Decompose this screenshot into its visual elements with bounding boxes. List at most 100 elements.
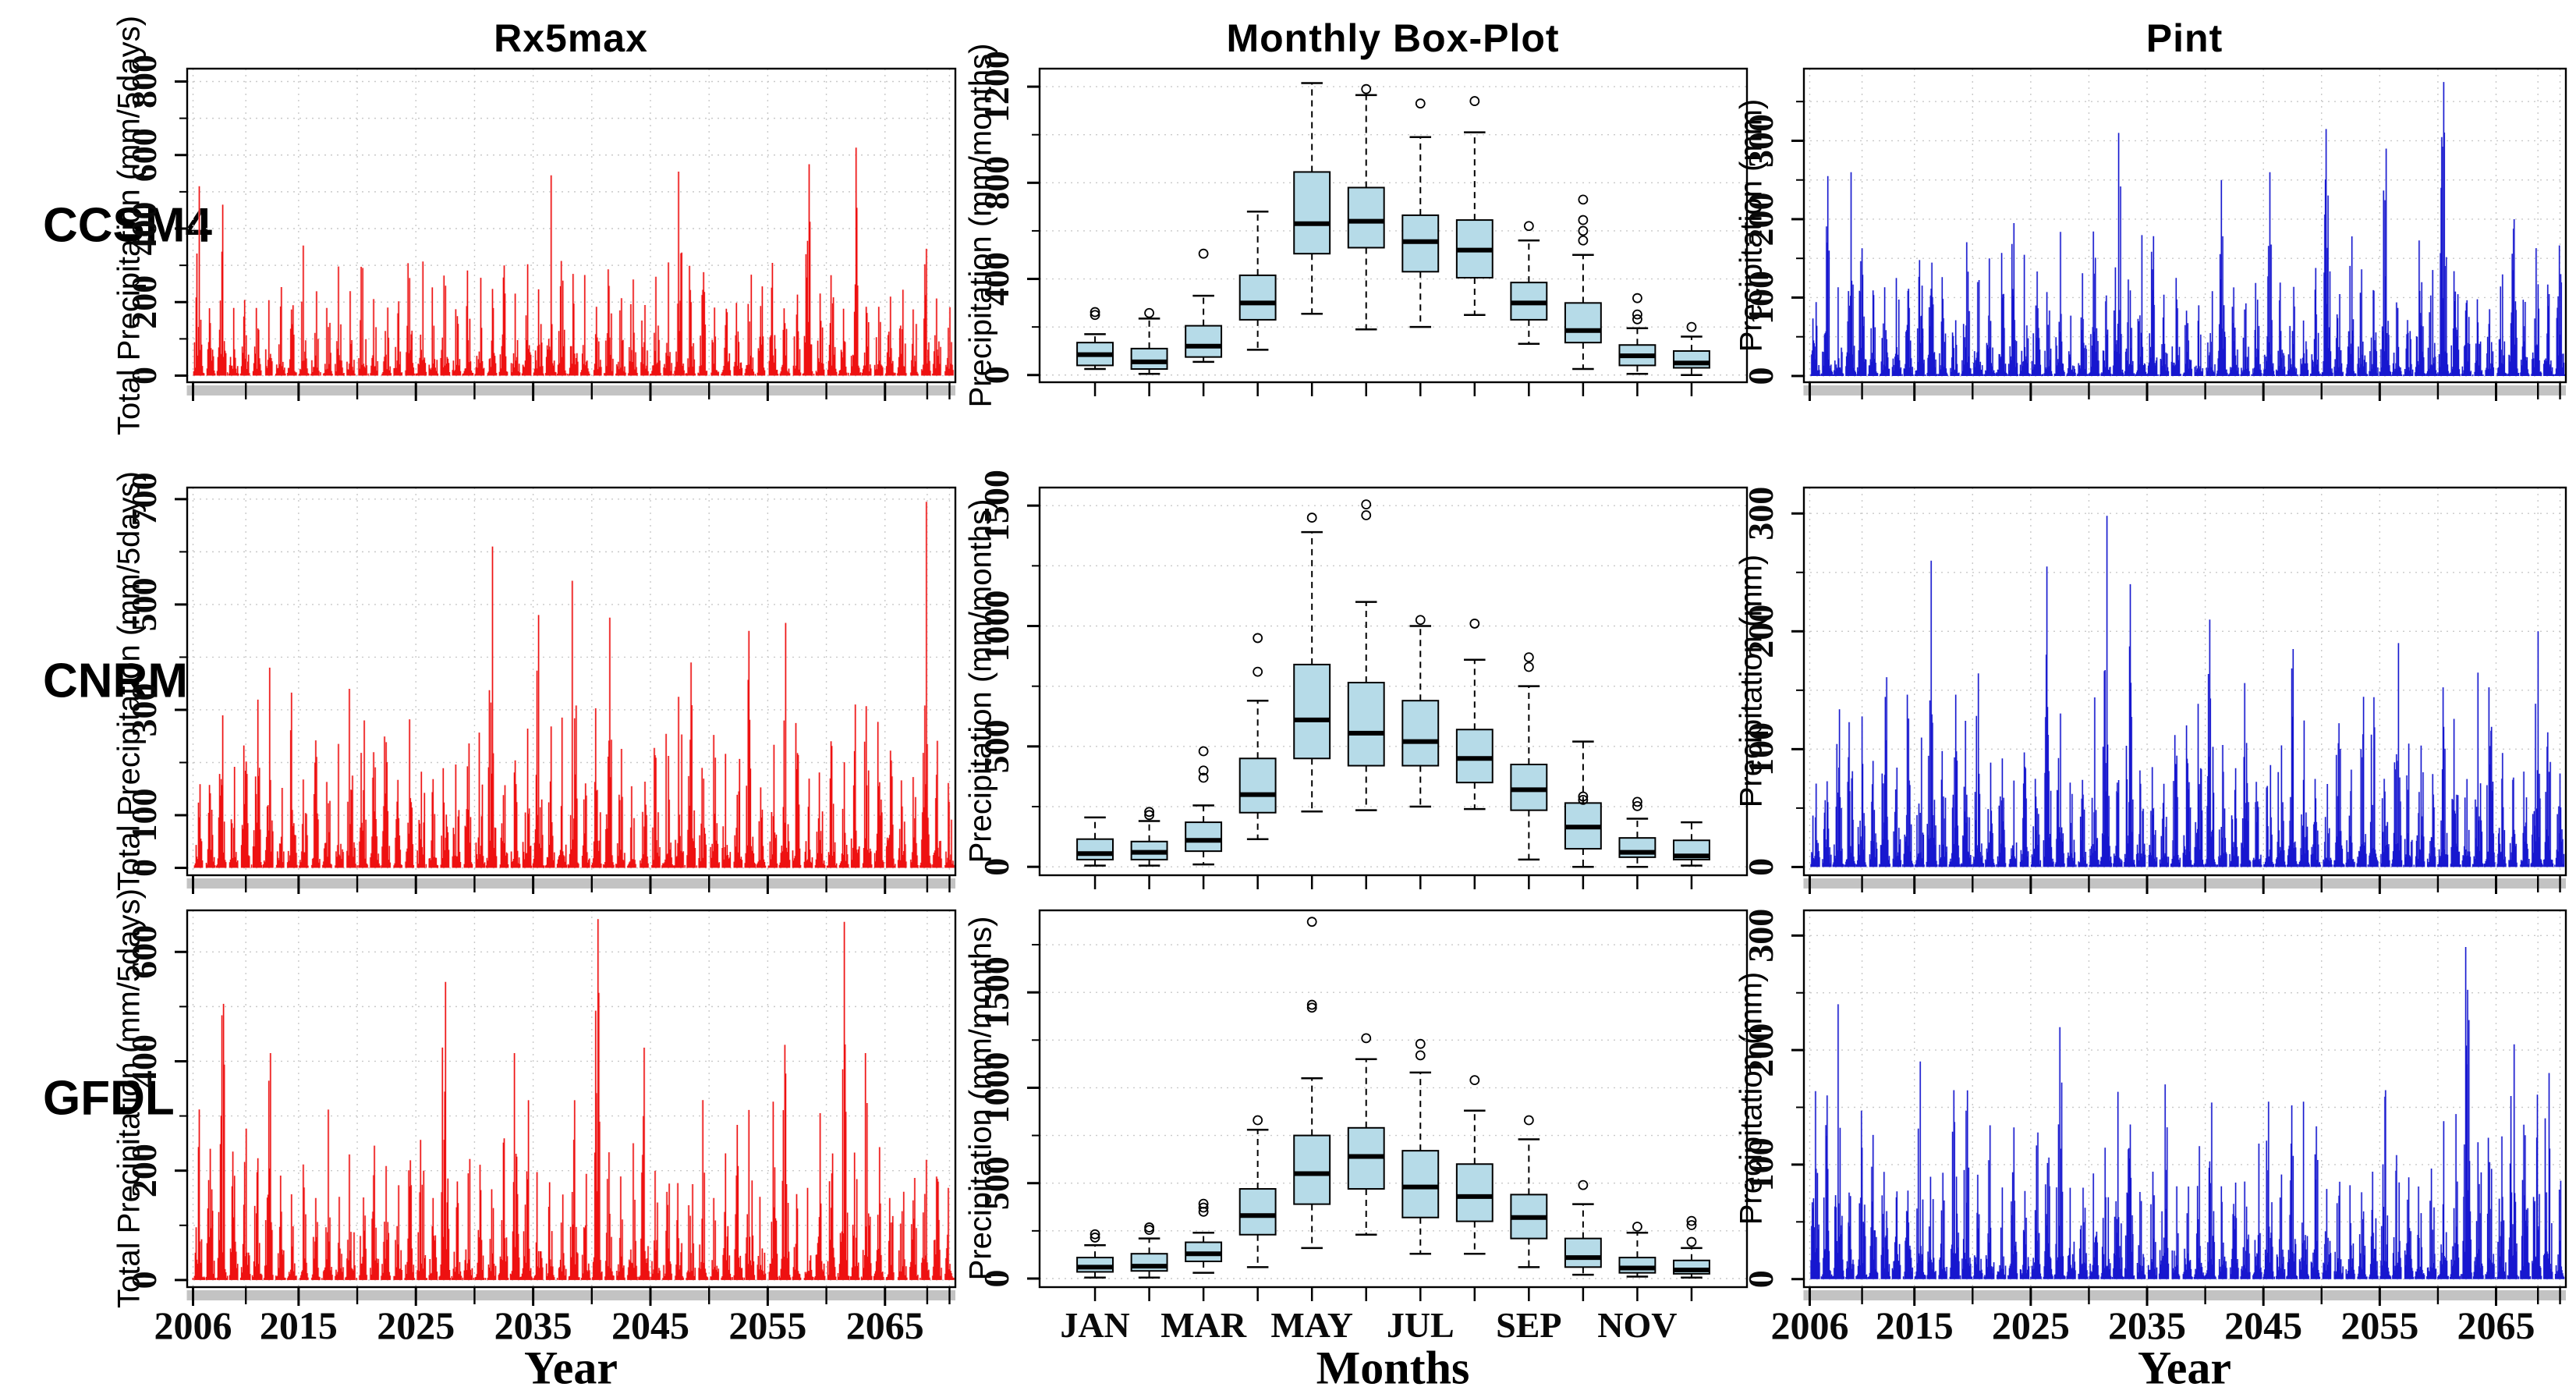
panel-border — [1038, 67, 1749, 384]
outlier-point — [1686, 1220, 1697, 1230]
series-spikes — [1809, 81, 2566, 377]
x-tick-label-year: 2015 — [1876, 1304, 1954, 1347]
x-axis-ticks — [192, 382, 951, 401]
outlier-point — [1144, 307, 1154, 318]
x-tick-label-year: 2006 — [154, 1304, 232, 1347]
gridlines — [187, 910, 955, 1287]
outlier-point — [1090, 1233, 1100, 1243]
outlier-point — [1306, 917, 1317, 928]
gridlines — [187, 488, 955, 875]
box-iqr — [1618, 1257, 1657, 1274]
row-label-ccsm4: CCSM4 — [43, 198, 213, 253]
panel-GFDL-pint: 0 100 200 300 2006 2015 2025 2035 2045 2055 2065 — [1741, 909, 2567, 1347]
outlier-point — [1361, 1033, 1372, 1044]
series-spikes — [192, 147, 955, 377]
x-tick-label-year: 2055 — [728, 1304, 806, 1347]
y-tick-label: 800 — [124, 55, 164, 108]
y-tick-label: 400 — [124, 202, 164, 256]
x-axis-ticks — [1808, 382, 2561, 401]
outlier-point — [1198, 1198, 1209, 1209]
outlier-point — [1523, 221, 1534, 232]
y-tick-label: 1000 — [976, 1052, 1016, 1123]
panel-border — [1802, 67, 2567, 384]
box-iqr — [1238, 757, 1277, 814]
y-axis-ticks: 0 500 1000 1500 — [976, 944, 1040, 1287]
x-tick-label-year: 2065 — [846, 1304, 924, 1347]
outlier-point — [1090, 1229, 1100, 1240]
box-iqr — [1347, 186, 1385, 249]
outlier-point — [1415, 1038, 1426, 1049]
x-axis-title-months: Months — [1316, 1342, 1470, 1394]
x-tick-label-year: 2015 — [260, 1304, 338, 1347]
y-tick-label: 200 — [1741, 1023, 1781, 1077]
outlier-point — [1198, 765, 1209, 776]
outlier-point — [1253, 666, 1263, 677]
x-axis-title-year-right: Year — [2138, 1342, 2231, 1394]
box-iqr — [1401, 1150, 1440, 1218]
outlier-point — [1198, 248, 1209, 259]
x-tick-label-month: NOV — [1597, 1305, 1677, 1345]
outlier-point — [1415, 615, 1426, 626]
outlier-point — [1144, 810, 1154, 821]
box-iqr — [1347, 682, 1385, 767]
x-axis-ticks — [1093, 1287, 1693, 1301]
y-tick-label: 0 — [976, 366, 1016, 384]
outlier-point — [1198, 772, 1209, 783]
outlier-point — [1523, 662, 1534, 672]
outlier-point — [1415, 98, 1426, 109]
panel-border — [186, 486, 957, 877]
gridlines — [1804, 488, 2566, 875]
outlier-point — [1632, 314, 1642, 325]
panel-CCSM4-monthly-box-plot: 0 400 800 1200 — [976, 51, 1749, 396]
panel-border — [1038, 909, 1749, 1289]
y-tick-label: 500 — [976, 1156, 1016, 1210]
outlier-point — [1578, 215, 1589, 225]
panel-border — [1038, 486, 1749, 877]
axis-grey-bar — [186, 878, 955, 889]
outlier-point — [1253, 1115, 1263, 1126]
panel-border — [186, 67, 957, 384]
panel-GFDL-rx5max: 0 200 400 600 2006 2015 2025 2035 2045 2055 2065 — [124, 909, 957, 1347]
axis-grey-bar — [1803, 878, 2566, 889]
box-iqr — [1293, 171, 1331, 255]
outlier-point — [1578, 794, 1589, 805]
y-tick-label: 600 — [124, 128, 164, 182]
x-tick-label-year: 2025 — [377, 1304, 455, 1347]
x-tick-label-month: JAN — [1060, 1305, 1129, 1345]
outlier-point — [1090, 307, 1100, 317]
y-tick-label: 300 — [1741, 114, 1781, 168]
outlier-point — [1632, 293, 1642, 303]
gridlines — [1804, 910, 2566, 1287]
box-iqr — [1564, 302, 1602, 344]
panel-CCSM4-pint: 0 100 200 300 — [1741, 67, 2567, 401]
y-tick-label: 100 — [1741, 722, 1781, 776]
box-iqr — [1510, 764, 1548, 811]
outlier-point — [1306, 1002, 1317, 1013]
row-label-cnrm: CNRM — [43, 654, 188, 708]
y-tick-label: 200 — [1741, 192, 1781, 246]
y-tick-label: 1500 — [976, 470, 1016, 541]
panel-CNRM-pint: 0 100 200 300 — [1741, 486, 2567, 894]
series-halo — [191, 500, 956, 870]
x-tick-label-year: 2045 — [2224, 1304, 2302, 1347]
y-tick-label: 0 — [1741, 1270, 1781, 1288]
outlier-point — [1523, 1115, 1534, 1126]
outlier-point — [1632, 1222, 1642, 1232]
x-tick-label-month: SEP — [1496, 1305, 1561, 1345]
x-tick-label-year: 2006 — [1770, 1304, 1848, 1347]
x-axis-ticks — [192, 875, 951, 894]
outlier-point — [1469, 619, 1480, 629]
column-title-rx5max: Rx5max — [494, 16, 648, 60]
outlier-point — [1578, 1179, 1589, 1190]
y-tick-label: 200 — [124, 1144, 164, 1197]
y-tick-label: 500 — [976, 719, 1016, 773]
panel-border — [1802, 486, 2567, 877]
y-axis-ticks: 0 200 400 600 — [124, 925, 187, 1289]
y-tick-label: 0 — [124, 859, 164, 877]
y-axis-ticks: 0 200 400 600 800 — [124, 55, 187, 385]
y-axis-ticks: 0 400 800 1200 — [976, 51, 1040, 384]
axis-grey-bar — [186, 1290, 955, 1300]
outlier-point — [1686, 1236, 1697, 1247]
y-axis-ticks: 0 100 200 300 — [1741, 487, 1804, 876]
y-tick-label: 1200 — [976, 51, 1016, 122]
